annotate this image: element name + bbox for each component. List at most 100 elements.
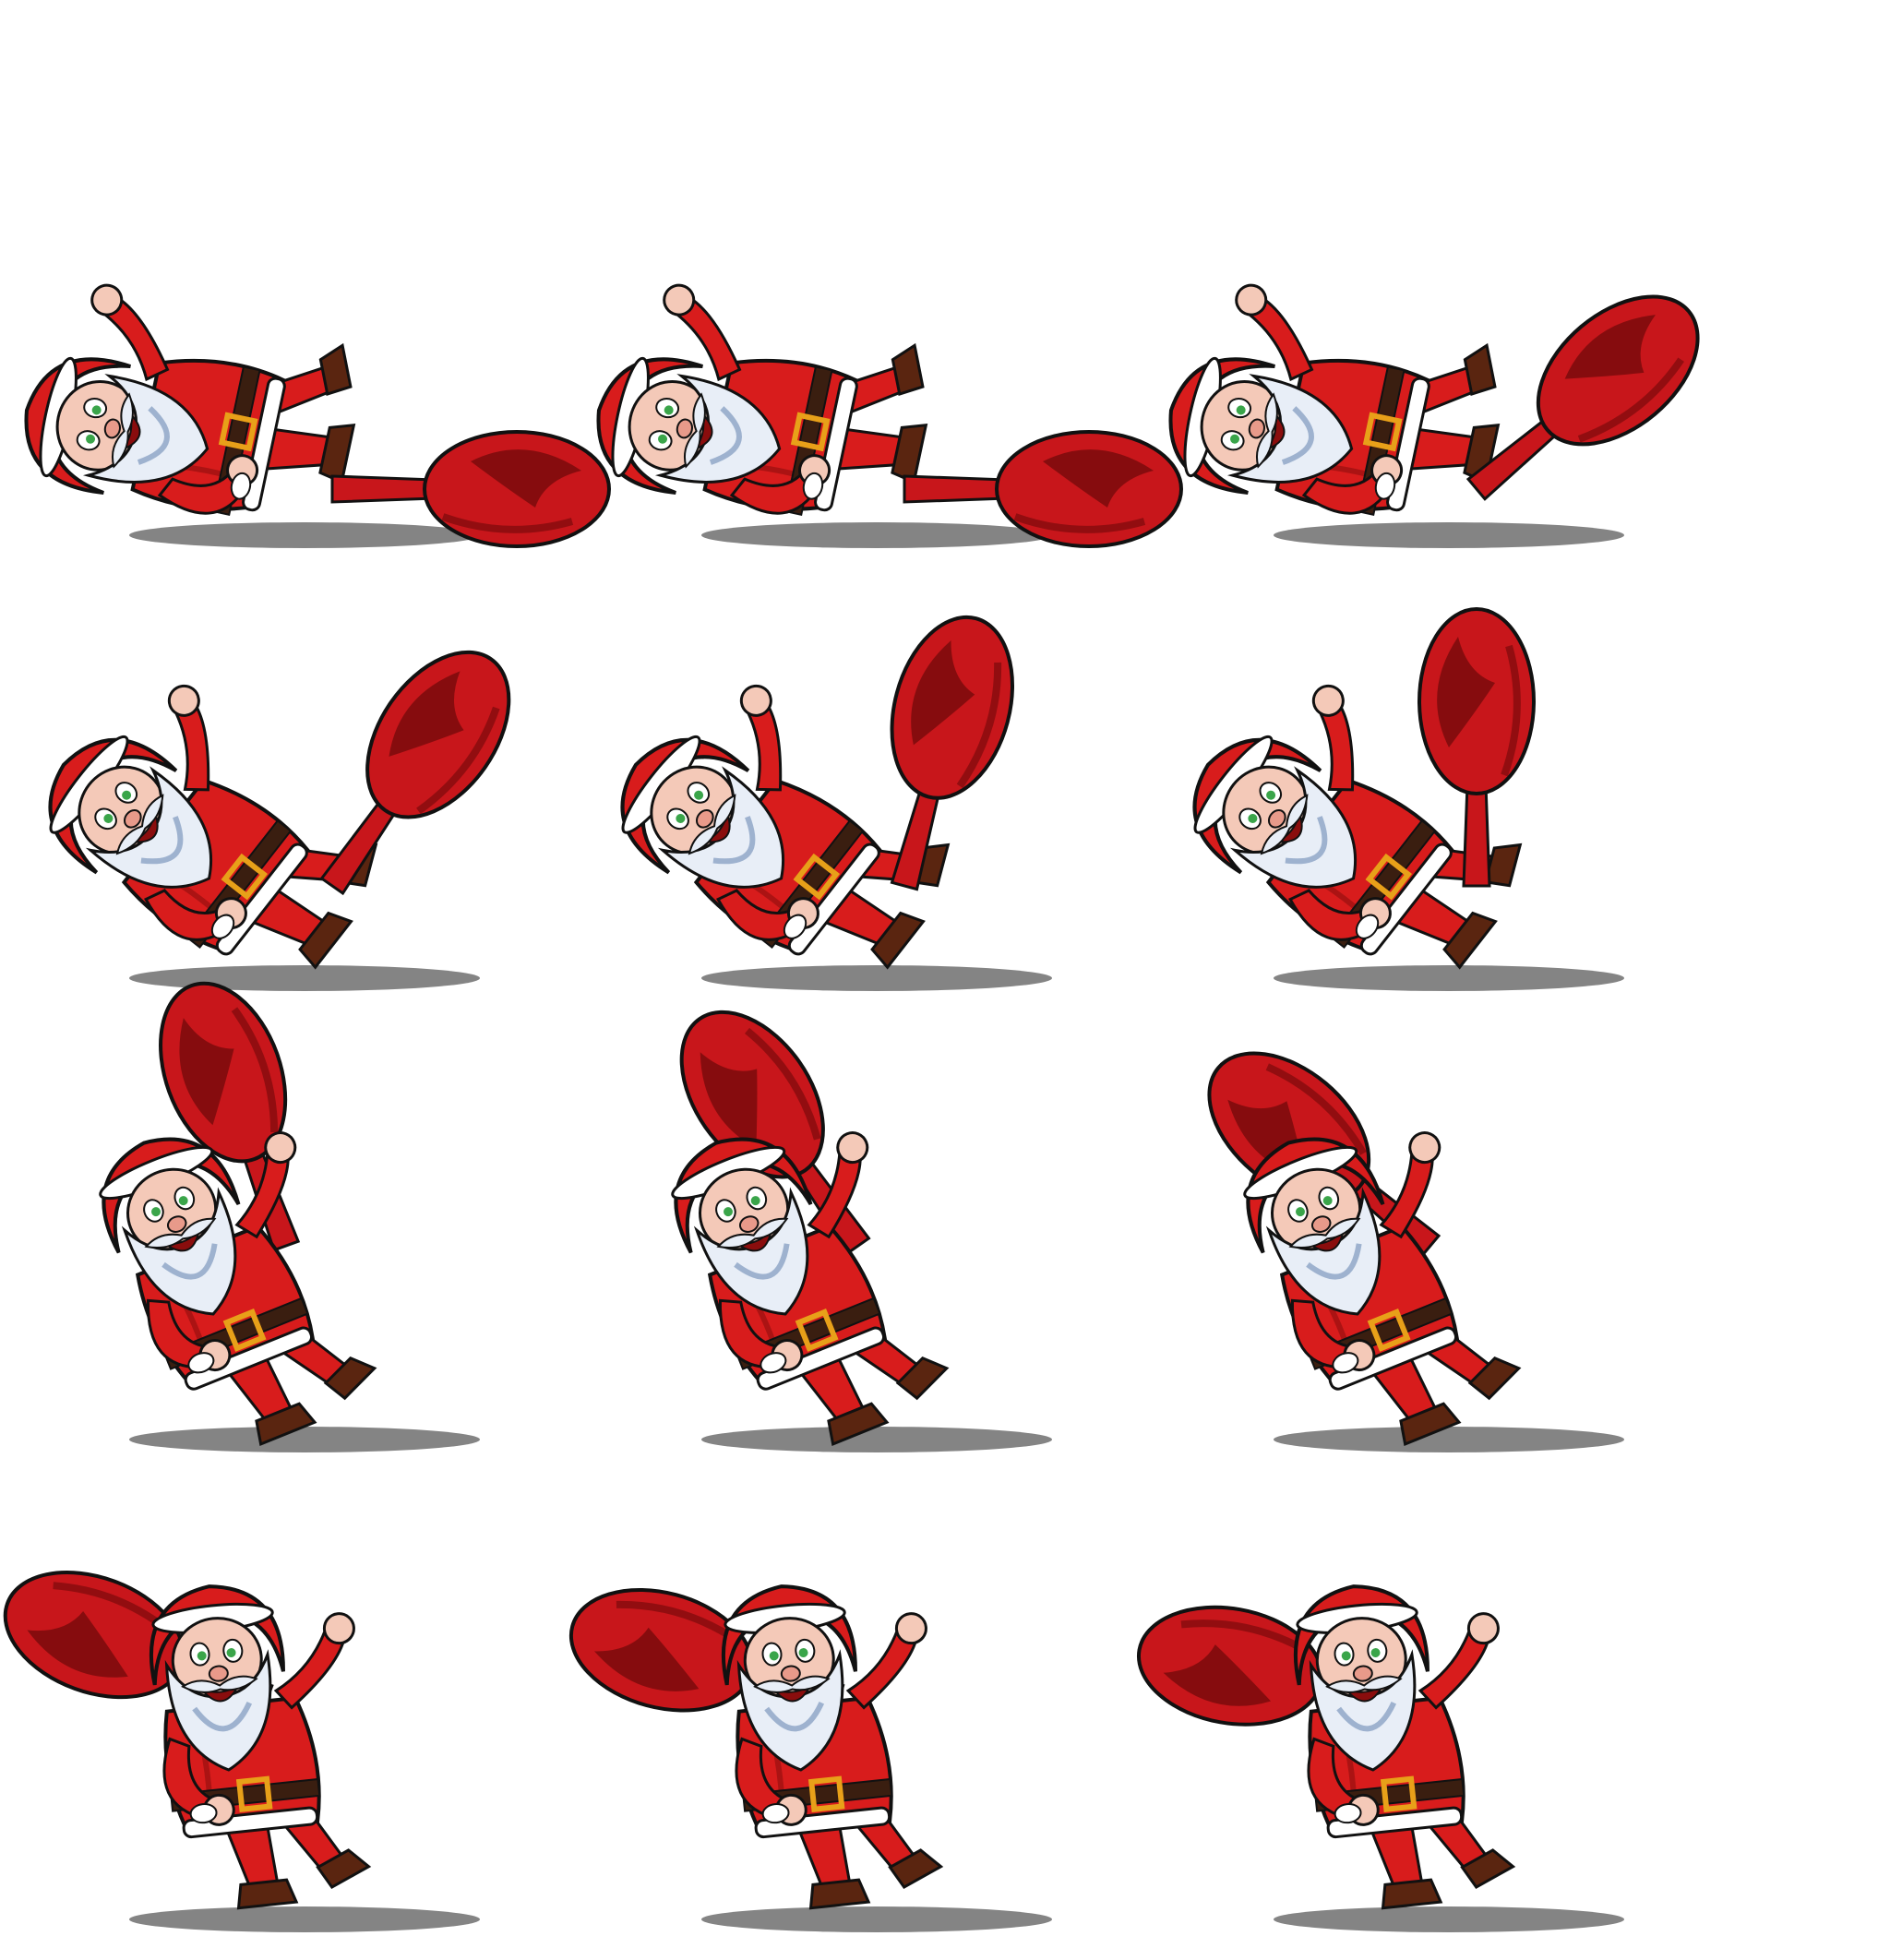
- santa-pupil-right: [122, 790, 132, 800]
- santa-boot-left: [236, 1878, 299, 1910]
- santa-body: [1168, 283, 1501, 516]
- santa-sprite: [1192, 607, 1624, 991]
- ground-shadow: [129, 965, 480, 991]
- santa-buckle: [1380, 1775, 1418, 1813]
- santa-cuff-front: [210, 914, 235, 939]
- santa-sprite: [1168, 283, 1700, 548]
- frame-10: [3, 1513, 581, 1956]
- santa-buckle: [1365, 853, 1413, 901]
- frame-08: [600, 1010, 1154, 1476]
- santa-pupil-right: [226, 1648, 236, 1658]
- santa-cuff-front: [802, 472, 824, 500]
- santa-beard-shade: [1285, 816, 1328, 865]
- santa-boot-right: [895, 1356, 950, 1401]
- santa-beard-shade: [161, 1243, 218, 1280]
- santa-mustache: [753, 1675, 831, 1693]
- santa-pupil-left: [769, 1651, 779, 1661]
- frame-04: [28, 572, 581, 1015]
- santa-boot-right: [1460, 1848, 1516, 1889]
- sprite-svg: [620, 615, 1052, 991]
- santa-cuff-front: [1334, 1803, 1362, 1824]
- sprite-svg: [568, 1584, 1052, 1932]
- santa-sprite: [1136, 1584, 1624, 1932]
- santa-pupil-left: [197, 1651, 207, 1661]
- santa-boot-right: [891, 342, 925, 396]
- santa-body: [99, 1131, 377, 1446]
- santa-sprite: [24, 283, 611, 548]
- santa-head: [99, 1137, 241, 1316]
- santa-beard-shade: [192, 1701, 253, 1732]
- santa-pupil-right: [664, 405, 674, 415]
- santa-boot-right: [323, 1356, 377, 1401]
- sack-shade: [1163, 1644, 1272, 1706]
- santa-pupil-left: [86, 434, 96, 444]
- santa-pupil-right: [91, 405, 102, 415]
- sprite-svg: [596, 283, 1183, 548]
- santa-fur-hem: [1326, 1806, 1464, 1839]
- santa-mustache: [1255, 392, 1278, 469]
- santa-pupil-right: [750, 1196, 760, 1206]
- santa-head: [671, 1137, 813, 1316]
- santa-beard-shade: [734, 1243, 790, 1280]
- santa-head: [722, 1584, 857, 1772]
- sack-fold: [231, 1007, 279, 1133]
- santa-hand-back: [1408, 1131, 1441, 1165]
- sack-fold: [1501, 644, 1521, 777]
- santa-cuff-front: [1355, 914, 1380, 939]
- sack-fold: [1265, 1063, 1367, 1155]
- santa-fur-hem: [754, 1806, 891, 1839]
- sprite-svg: [1192, 607, 1624, 991]
- sack-fold: [441, 513, 574, 533]
- frame-06: [1172, 572, 1726, 1015]
- sprite-svg: [1136, 1584, 1624, 1932]
- santa-head: [1243, 1137, 1385, 1316]
- santa-pupil-right: [1322, 1196, 1333, 1206]
- ground-shadow: [129, 522, 480, 548]
- santa-mustache: [688, 794, 736, 855]
- santa-boot-left: [891, 424, 928, 484]
- santa-pupil-left: [1248, 813, 1258, 823]
- sack-shade: [27, 1610, 128, 1678]
- santa-sprite: [3, 1571, 480, 1932]
- santa-hand-back: [1466, 1612, 1500, 1645]
- sack-neck: [330, 474, 436, 504]
- sprite-svg: [1207, 1051, 1624, 1452]
- santa-buckle: [795, 1309, 839, 1352]
- santa-fur-hem: [184, 1326, 314, 1391]
- sack-shade: [1437, 637, 1495, 747]
- santa-pupil-left: [151, 1207, 161, 1217]
- santa-nose: [676, 418, 693, 439]
- santa-pupil-left: [103, 813, 114, 823]
- santa-body: [1192, 684, 1523, 970]
- santa-cuff-front: [783, 914, 807, 939]
- santa-head: [150, 1584, 285, 1772]
- santa-hand-back: [90, 283, 124, 317]
- ground-shadow: [1274, 1427, 1624, 1452]
- santa-hand-back: [739, 684, 772, 717]
- santa-body: [620, 684, 951, 970]
- santa-beard-shade: [764, 1701, 825, 1732]
- sprite-svg: [3, 1571, 480, 1932]
- frame-11: [568, 1513, 1154, 1956]
- santa-buckle: [793, 853, 841, 901]
- sack-shade: [471, 449, 581, 508]
- sack: [890, 615, 1015, 891]
- santa-fur-hem: [1328, 1326, 1458, 1391]
- santa-mustache: [144, 1217, 217, 1249]
- santa-hand-back: [1311, 684, 1345, 717]
- santa-mustache: [683, 392, 706, 469]
- santa-hand-back: [264, 1131, 297, 1165]
- sack-shade: [911, 640, 975, 746]
- santa-boot-right: [316, 1848, 372, 1889]
- santa-head: [1192, 735, 1358, 889]
- santa-buckle: [222, 1309, 267, 1352]
- santa-pupil-left: [1296, 1207, 1306, 1217]
- santa-beard-shade: [1281, 406, 1314, 465]
- frame-07: [28, 981, 581, 1476]
- santa-fur-hem: [182, 1806, 319, 1839]
- santa-mustache: [111, 392, 134, 469]
- santa-cuff-front: [761, 1803, 790, 1824]
- santa-sprite: [1207, 1051, 1624, 1452]
- santa-mustache: [181, 1675, 258, 1693]
- santa-body: [671, 1131, 950, 1446]
